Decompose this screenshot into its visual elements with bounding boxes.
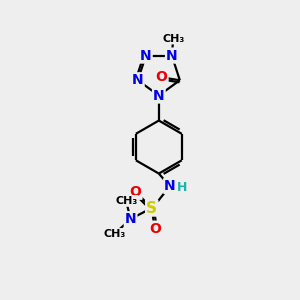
Text: CH₃: CH₃: [162, 34, 184, 44]
Text: H: H: [177, 181, 188, 194]
Text: N: N: [153, 88, 165, 103]
Text: N: N: [140, 49, 152, 63]
Text: CH₃: CH₃: [103, 229, 125, 239]
Text: N: N: [125, 212, 136, 226]
Text: O: O: [130, 185, 142, 199]
Text: CH₃: CH₃: [115, 196, 137, 206]
Text: O: O: [156, 70, 167, 84]
Text: O: O: [149, 222, 161, 236]
Text: N: N: [132, 73, 144, 87]
Text: N: N: [164, 179, 176, 193]
Text: S: S: [146, 200, 157, 215]
Text: N: N: [166, 49, 178, 63]
